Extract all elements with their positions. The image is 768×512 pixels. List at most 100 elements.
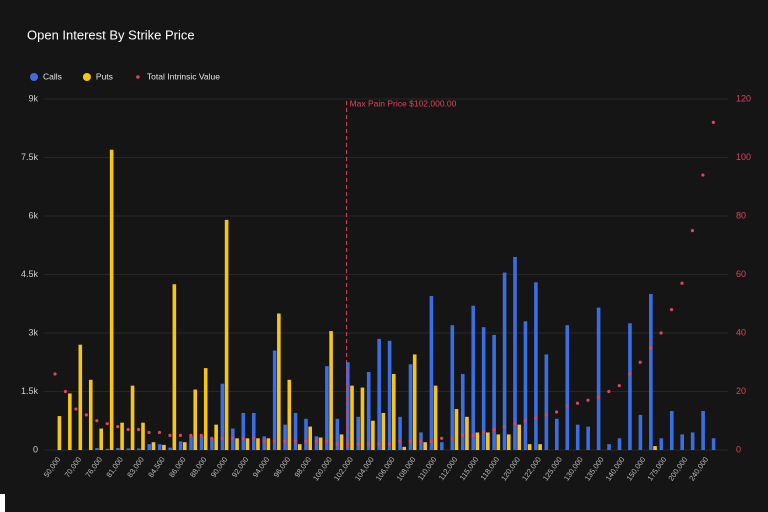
y2-tick-label: 80 (736, 210, 746, 220)
bar (147, 444, 152, 450)
scatter-point (272, 439, 277, 443)
bar (262, 436, 266, 450)
bar (78, 344, 83, 450)
y2-tick-label: 100 (736, 152, 751, 162)
bar (304, 418, 308, 450)
scatter-point (440, 436, 444, 440)
scatter-point (356, 442, 360, 446)
bar (481, 327, 486, 450)
scatter-point (555, 410, 559, 414)
scatter-point (147, 430, 151, 435)
bar (256, 438, 260, 450)
bar (454, 409, 459, 450)
scatter-point (116, 425, 120, 429)
scatter-point (690, 229, 695, 233)
bar (433, 385, 438, 450)
scatter-point (231, 436, 235, 440)
bar (88, 379, 93, 450)
scatter-point (617, 384, 621, 388)
bar (638, 414, 643, 450)
bar (105, 448, 110, 450)
bar (506, 434, 511, 450)
bar (450, 325, 455, 450)
scatter-point (84, 413, 88, 417)
legend-marker (30, 73, 38, 81)
bar (398, 416, 402, 450)
bar (377, 338, 381, 450)
scatter-point (534, 416, 538, 420)
bar (241, 412, 246, 450)
bar (57, 416, 62, 450)
bar (308, 426, 312, 450)
y-tick-label: 0 (33, 444, 38, 454)
bar (172, 284, 177, 450)
scatter-point (502, 425, 506, 429)
scatter-point (387, 442, 391, 446)
bar (392, 373, 396, 450)
scatter-point (137, 427, 141, 432)
bar (527, 444, 532, 450)
bar (523, 321, 528, 450)
bar (659, 438, 664, 450)
bar (137, 448, 141, 450)
y2-tick-label: 0 (736, 444, 741, 454)
bar (356, 416, 361, 450)
bar (366, 372, 371, 450)
bar (486, 432, 490, 450)
bar (109, 149, 114, 450)
scatter-point (241, 436, 245, 440)
scatter-point (669, 308, 674, 312)
bar (199, 436, 204, 450)
bar (371, 420, 375, 450)
scatter-point (314, 439, 318, 443)
scatter-point (95, 419, 99, 423)
bar (329, 331, 333, 450)
scatter-point (178, 433, 182, 437)
scatter-point (523, 419, 527, 423)
bar (513, 256, 517, 450)
bar (189, 436, 193, 450)
bar (440, 442, 444, 450)
scatter-point (105, 422, 109, 426)
y-tick-label: 6k (28, 210, 38, 220)
bar (272, 350, 277, 450)
bar (68, 393, 72, 450)
bar (596, 307, 601, 450)
bar (293, 412, 298, 450)
bar (387, 340, 392, 450)
scatter-point (335, 442, 339, 446)
bar (690, 432, 695, 450)
bar (538, 444, 542, 450)
scatter-point (565, 404, 569, 408)
bar (628, 323, 632, 450)
bar (183, 442, 187, 450)
bar (178, 441, 183, 450)
bar (210, 438, 214, 450)
scatter-point (638, 360, 642, 364)
bar (565, 325, 570, 450)
bar (680, 434, 684, 450)
bar (157, 444, 162, 450)
bar (575, 424, 580, 450)
scatter-point (366, 442, 371, 446)
bar (318, 437, 323, 450)
scatter-point (680, 281, 684, 285)
bar (471, 305, 475, 450)
bar (325, 366, 329, 450)
bar (607, 444, 611, 450)
bar (120, 422, 124, 450)
bar (335, 418, 340, 450)
bar (586, 426, 590, 450)
scatter-point (398, 439, 402, 443)
bar (339, 434, 344, 450)
bar (251, 412, 256, 450)
bar (116, 448, 120, 450)
legend-label: Puts (96, 71, 113, 81)
legend-label: Total Intrinsic Value (147, 71, 220, 81)
bar (220, 383, 225, 450)
scatter-point (377, 442, 381, 446)
bar (283, 424, 287, 450)
bar (130, 385, 135, 450)
scatter-point (701, 173, 705, 177)
bar (408, 364, 413, 450)
